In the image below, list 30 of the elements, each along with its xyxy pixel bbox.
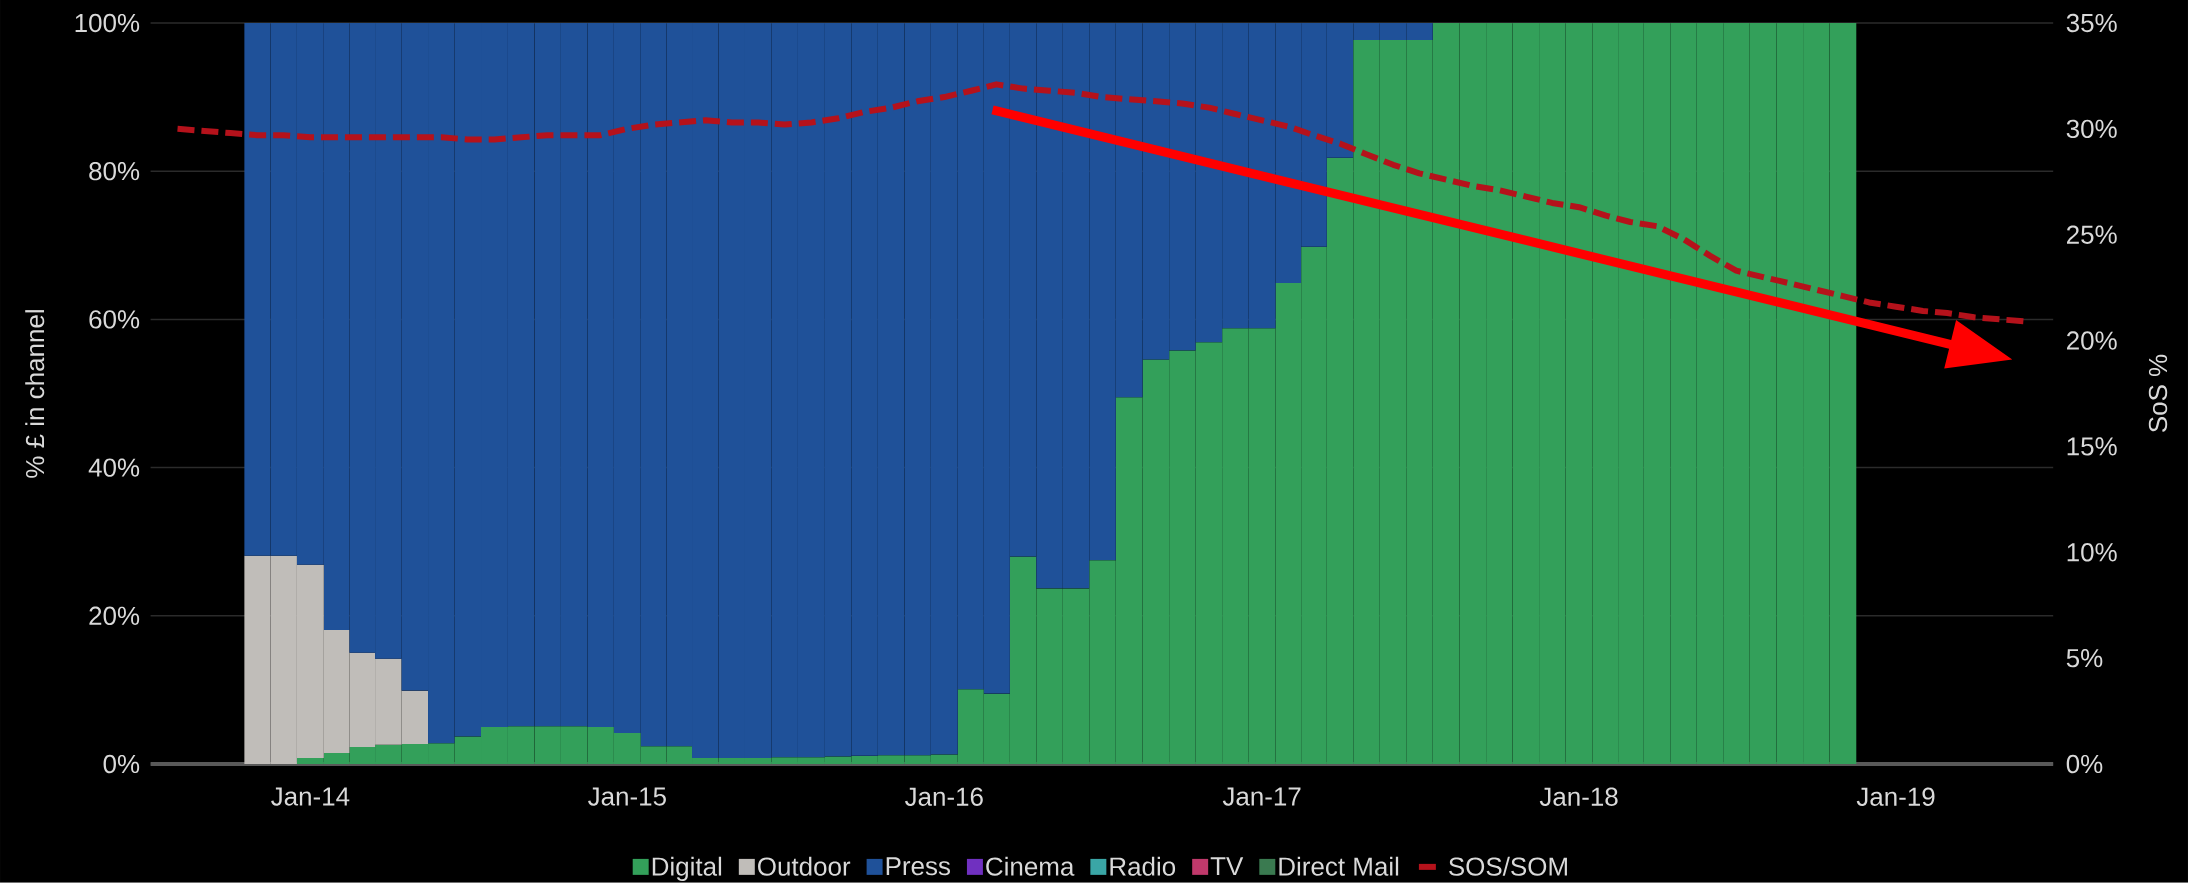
- y-axis-title: % £ in channel: [25, 310, 45, 478]
- legend-label: Radio: [1110, 856, 1176, 876]
- x-tick-label: Jan-15: [588, 787, 666, 806]
- legend-label: TV: [1210, 857, 1244, 876]
- y-tick-label: 60%: [89, 310, 140, 329]
- legend-label: Cinema: [986, 856, 1075, 876]
- x-tick-label: Jan-17: [1222, 787, 1301, 806]
- y2-tick-label: 15%: [2067, 437, 2117, 456]
- y2-tick-label: 0%: [2066, 754, 2103, 774]
- y2-tick-label: 5%: [2066, 649, 2103, 668]
- y2-axis-title: SoS %: [2148, 354, 2168, 433]
- y-tick-label: 80%: [89, 162, 140, 181]
- y-tick-label: 20%: [89, 606, 140, 626]
- y2-tick-label: 25%: [2067, 225, 2117, 244]
- y-tick-label: 0%: [103, 754, 140, 774]
- legend-label: Direct Mail: [1279, 856, 1399, 876]
- x-tick-label: Jan-19: [1856, 787, 1935, 806]
- x-tick-label: Jan-16: [904, 787, 983, 806]
- y-tick-label: 100%: [75, 13, 140, 33]
- x-tick-label: Jan-14: [271, 787, 350, 806]
- y2-tick-label: 30%: [2066, 119, 2117, 139]
- legend-label: SOS/SOM: [1449, 856, 1567, 876]
- legend-label: Outdoor: [758, 856, 851, 876]
- y2-tick-label: 35%: [2066, 13, 2117, 33]
- legend-label: Press: [886, 857, 951, 876]
- x-tick-label: Jan-18: [1539, 787, 1618, 806]
- y2-tick-label: 10%: [2067, 543, 2117, 562]
- y2-tick-label: 20%: [2067, 331, 2117, 350]
- legend-label: Digital: [652, 856, 722, 881]
- y-tick-label: 40%: [88, 458, 140, 477]
